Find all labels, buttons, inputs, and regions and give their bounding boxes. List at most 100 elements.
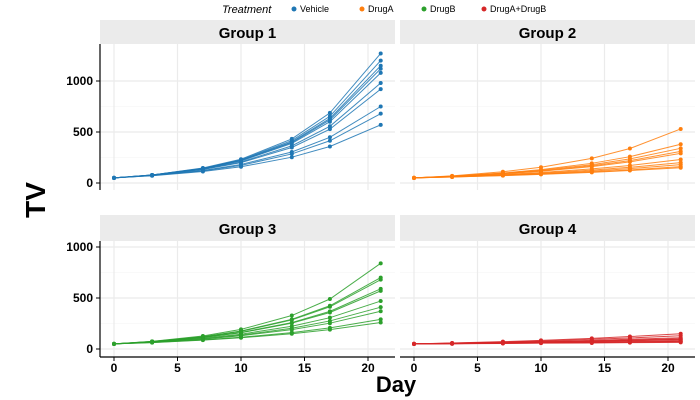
x-tick-label: 20 <box>661 361 675 375</box>
data-point <box>412 175 416 180</box>
data-point <box>500 173 505 178</box>
data-point <box>378 277 383 282</box>
data-point <box>378 309 383 314</box>
data-point <box>289 151 294 156</box>
data-point <box>378 104 383 109</box>
data-point <box>539 341 543 346</box>
y-tick-label: 500 <box>73 291 93 305</box>
x-tick-label: 20 <box>361 361 375 375</box>
data-point <box>627 340 632 345</box>
data-point <box>378 122 383 127</box>
x-tick-label: 15 <box>598 361 612 375</box>
data-point <box>112 175 116 180</box>
legend-key-drugb <box>421 6 427 12</box>
y-axis-title: TV <box>20 182 51 218</box>
data-point <box>327 127 332 132</box>
panel-strip <box>400 215 695 241</box>
data-point <box>327 321 332 326</box>
y-tick-label: 500 <box>73 125 93 139</box>
data-point <box>327 119 332 124</box>
data-point <box>412 341 416 346</box>
data-point <box>589 156 594 161</box>
data-point <box>378 58 383 63</box>
data-point <box>378 87 383 92</box>
data-point <box>327 315 332 320</box>
data-point <box>289 155 294 160</box>
data-point <box>678 151 683 156</box>
data-point <box>327 124 332 129</box>
data-point <box>289 313 294 318</box>
data-point <box>289 327 294 332</box>
legend-title: Treatment <box>222 4 272 16</box>
data-point <box>378 305 383 310</box>
data-point <box>327 138 332 143</box>
data-point <box>378 320 383 325</box>
legend-key-druga+drugb <box>481 6 487 12</box>
data-point <box>289 331 294 336</box>
data-point <box>378 70 383 75</box>
y-tick-label: 1000 <box>66 74 93 88</box>
series-line <box>113 288 381 345</box>
data-point <box>327 304 332 309</box>
y-tick-label: 0 <box>86 176 93 190</box>
panel-4: Group 4 0 5 10 15 20 <box>400 215 695 375</box>
series-line <box>113 72 382 179</box>
panel-2: Group 2 <box>400 20 695 190</box>
panel-title: Group 3 <box>219 221 277 238</box>
data-point <box>150 173 155 178</box>
data-point <box>589 340 594 345</box>
data-point <box>378 299 383 304</box>
series-line <box>113 88 382 179</box>
x-tick-label: 5 <box>174 361 181 375</box>
x-axis-title: Day <box>376 372 417 397</box>
data-point <box>500 341 505 346</box>
data-point <box>239 335 243 340</box>
data-point <box>627 168 632 173</box>
data-point <box>150 340 155 345</box>
data-point <box>378 261 383 266</box>
legend-label: DrugB <box>430 4 456 14</box>
panel-title: Group 4 <box>519 221 577 238</box>
data-point <box>678 157 683 162</box>
data-point <box>112 341 116 346</box>
data-point <box>450 341 455 346</box>
data-point <box>327 135 332 140</box>
x-tick-label: 0 <box>111 361 118 375</box>
panel-3: Group 3 0 500 1000 0 5 10 15 20 <box>66 215 395 375</box>
data-point <box>289 321 294 326</box>
data-point <box>378 63 383 68</box>
series-line <box>113 290 381 345</box>
data-point <box>539 172 543 177</box>
data-point <box>378 81 383 86</box>
data-point <box>239 164 243 169</box>
legend-label: Vehicle <box>300 4 329 14</box>
legend-label: DrugA+DrugB <box>490 4 546 14</box>
data-point <box>378 317 383 322</box>
series-line <box>113 306 381 345</box>
panel-title: Group 1 <box>219 25 277 42</box>
data-point <box>627 159 632 164</box>
x-tick-label: 10 <box>234 361 248 375</box>
data-point <box>450 174 455 179</box>
panel-strip <box>100 20 395 44</box>
x-tick-label: 5 <box>474 361 481 375</box>
data-point <box>627 146 632 151</box>
panel-1: Group 1 0 500 1000 <box>66 20 395 190</box>
data-point <box>327 327 332 332</box>
data-point <box>678 340 683 345</box>
data-point <box>378 66 383 71</box>
series-line <box>113 124 381 179</box>
data-point <box>678 165 683 170</box>
data-point <box>378 51 383 56</box>
data-point <box>678 126 683 131</box>
data-point <box>378 288 383 293</box>
data-point <box>378 111 383 116</box>
data-point <box>327 110 332 115</box>
data-point <box>327 310 332 315</box>
data-point <box>200 338 205 343</box>
data-point <box>200 169 205 174</box>
x-tick-label: 10 <box>534 361 548 375</box>
series-line <box>113 68 382 179</box>
